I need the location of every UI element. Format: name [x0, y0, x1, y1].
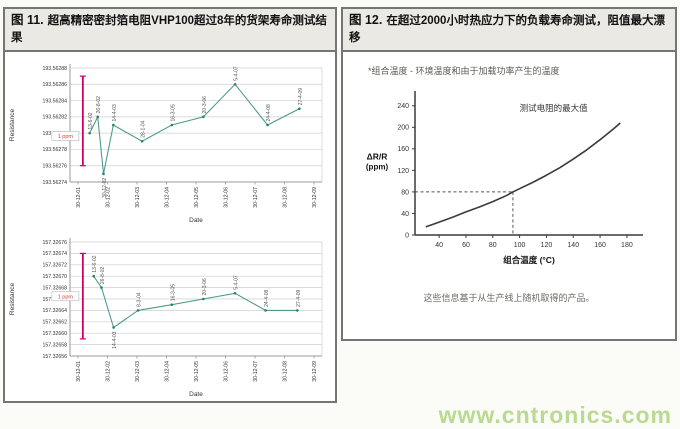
sampling-footnote: 这些信息基于从生产线上随机取得的产品。 [423, 292, 595, 303]
svg-text:13-6-02: 13-6-02 [88, 112, 94, 129]
svg-text:8-3-04: 8-3-04 [137, 292, 143, 307]
svg-text:120: 120 [397, 167, 409, 174]
svg-text:193.56284: 193.56284 [42, 98, 67, 104]
svg-text:30-12-09: 30-12-09 [312, 186, 318, 207]
svg-text:24-4-08: 24-4-08 [264, 289, 270, 306]
svg-text:(ppm): (ppm) [366, 162, 389, 171]
svg-text:160: 160 [594, 242, 606, 249]
svg-text:Resistance: Resistance [9, 108, 16, 141]
svg-text:Resistance: Resistance [9, 282, 16, 315]
svg-text:40: 40 [401, 210, 409, 217]
svg-text:193.56276: 193.56276 [42, 163, 67, 169]
figure12-panel: 图 12. 在超过2000小时热应力下的负载寿命测试，阻值最大漂移 *组合温度 -… [341, 7, 677, 341]
svg-text:20-3-06: 20-3-06 [202, 95, 208, 112]
svg-text:28-1-04: 28-1-04 [141, 120, 147, 137]
svg-text:193.56282: 193.56282 [42, 114, 67, 120]
svg-text:157.32670: 157.32670 [42, 274, 67, 280]
svg-text:157.32658: 157.32658 [42, 342, 67, 348]
svg-text:30-12-04: 30-12-04 [165, 360, 171, 381]
svg-text:5-4-07: 5-4-07 [234, 275, 240, 290]
svg-text:30-12-02: 30-12-02 [106, 360, 112, 381]
svg-text:测试电阻的最大值: 测试电阻的最大值 [520, 103, 589, 113]
svg-text:193.56288: 193.56288 [42, 65, 67, 71]
svg-text:26-8-02: 26-8-02 [96, 95, 102, 112]
svg-text:14-4-03: 14-4-03 [112, 331, 118, 348]
svg-text:30-12-01: 30-12-01 [76, 360, 82, 381]
svg-text:157.32676: 157.32676 [42, 239, 67, 245]
svg-text:1 ppm: 1 ppm [58, 294, 74, 300]
figure11-tag: 图 11. [11, 13, 44, 27]
combined-temp-footnote: *组合温度 - 环境温度和由于加载功率产生的温度 [368, 65, 560, 76]
svg-text:30-12-07: 30-12-07 [253, 360, 259, 381]
svg-text:60: 60 [462, 242, 470, 249]
svg-text:30-12-03: 30-12-03 [135, 360, 141, 381]
svg-text:240: 240 [397, 103, 409, 110]
svg-text:30-12-02: 30-12-02 [102, 177, 108, 197]
svg-text:14-4-03: 14-4-03 [112, 104, 118, 121]
svg-text:0: 0 [405, 232, 409, 239]
svg-text:1 ppm: 1 ppm [58, 134, 74, 140]
svg-text:16-3-05: 16-3-05 [170, 283, 176, 300]
svg-text:30-12-08: 30-12-08 [283, 186, 289, 207]
figure11-title: 超高精密密封箔电阻VHP100超过8年的货架寿命测试结果 [11, 15, 327, 44]
figure12-title: 在超过2000小时热应力下的负载寿命测试，阻值最大漂移 [349, 15, 665, 44]
svg-text:157.32674: 157.32674 [42, 251, 67, 257]
svg-text:27-4-09: 27-4-09 [298, 87, 304, 104]
svg-text:30-12-03: 30-12-03 [135, 186, 141, 207]
svg-text:157.32664: 157.32664 [42, 308, 67, 314]
svg-text:30-12-06: 30-12-06 [224, 186, 230, 207]
svg-text:组合温度 (°C): 组合温度 (°C) [503, 255, 555, 265]
svg-text:157.32656: 157.32656 [42, 353, 67, 359]
svg-text:193.56286: 193.56286 [42, 82, 67, 88]
svg-text:13-6-02: 13-6-02 [92, 255, 98, 272]
svg-text:Date: Date [189, 391, 203, 398]
svg-text:30-12-08: 30-12-08 [283, 360, 289, 381]
svg-text:80: 80 [401, 189, 409, 196]
watermark: www.cntronics.com [438, 402, 672, 428]
svg-text:80: 80 [489, 242, 497, 249]
svg-text:30-12-05: 30-12-05 [194, 360, 200, 381]
figure12-header: 图 12. 在超过2000小时热应力下的负载寿命测试，阻值最大漂移 [343, 9, 675, 52]
svg-text:ΔR/R: ΔR/R [367, 151, 388, 161]
figure12-body: *组合温度 - 环境温度和由于加载功率产生的温度 0 40 80 120 160 200 2… [343, 52, 675, 306]
figure11-panel: 图 11. 超高精密密封箔电阻VHP100超过8年的货架寿命测试结果 193.56… [3, 7, 337, 403]
svg-text:5-4-07: 5-4-07 [234, 66, 240, 81]
svg-text:26-8-02: 26-8-02 [100, 266, 106, 283]
svg-text:180: 180 [621, 242, 633, 249]
svg-text:24-4-08: 24-4-08 [266, 104, 272, 121]
svg-text:30-12-04: 30-12-04 [165, 186, 171, 207]
svg-text:193.56278: 193.56278 [42, 147, 67, 153]
svg-text:200: 200 [397, 124, 409, 131]
svg-text:20-3-06: 20-3-06 [202, 278, 208, 295]
load-life-chart: 0 40 80 120 160 200 240 40 60 80 100 120 140 160 180 测试… [366, 90, 643, 265]
svg-text:40: 40 [435, 242, 443, 249]
svg-text:30-12-09: 30-12-09 [312, 360, 318, 381]
figure11-header: 图 11. 超高精密密封箔电阻VHP100超过8年的货架寿命测试结果 [5, 9, 335, 52]
svg-text:Date: Date [189, 217, 203, 224]
figure12-tag: 图 12. [349, 13, 383, 27]
svg-text:140: 140 [567, 242, 579, 249]
svg-text:30-12-07: 30-12-07 [253, 186, 259, 207]
svg-text:157.32672: 157.32672 [42, 262, 67, 268]
svg-text:157.32668: 157.32668 [42, 285, 67, 291]
svg-text:30-12-06: 30-12-06 [224, 360, 230, 381]
shelf-life-chart-1: 193.56288 193.56286 193.56284 193.56282 193.… [9, 63, 323, 224]
svg-text:120: 120 [541, 242, 553, 249]
svg-text:160: 160 [397, 146, 409, 153]
svg-text:16-3-05: 16-3-05 [170, 104, 176, 121]
svg-text:30-12-02: 30-12-02 [106, 186, 112, 207]
svg-text:100: 100 [514, 242, 526, 249]
svg-text:157.32662: 157.32662 [42, 319, 67, 325]
svg-text:27-4-09: 27-4-09 [296, 289, 302, 306]
svg-text:193.56274: 193.56274 [42, 179, 67, 185]
svg-text:157.32660: 157.32660 [42, 331, 67, 337]
figure11-body: 193.56288 193.56286 193.56284 193.56282 193.… [5, 52, 335, 404]
shelf-life-chart-2: 157.32676 157.32674 157.32672 157.32670 157.… [9, 237, 323, 398]
svg-text:30-12-05: 30-12-05 [194, 186, 200, 207]
svg-text:30-12-01: 30-12-01 [76, 186, 82, 207]
